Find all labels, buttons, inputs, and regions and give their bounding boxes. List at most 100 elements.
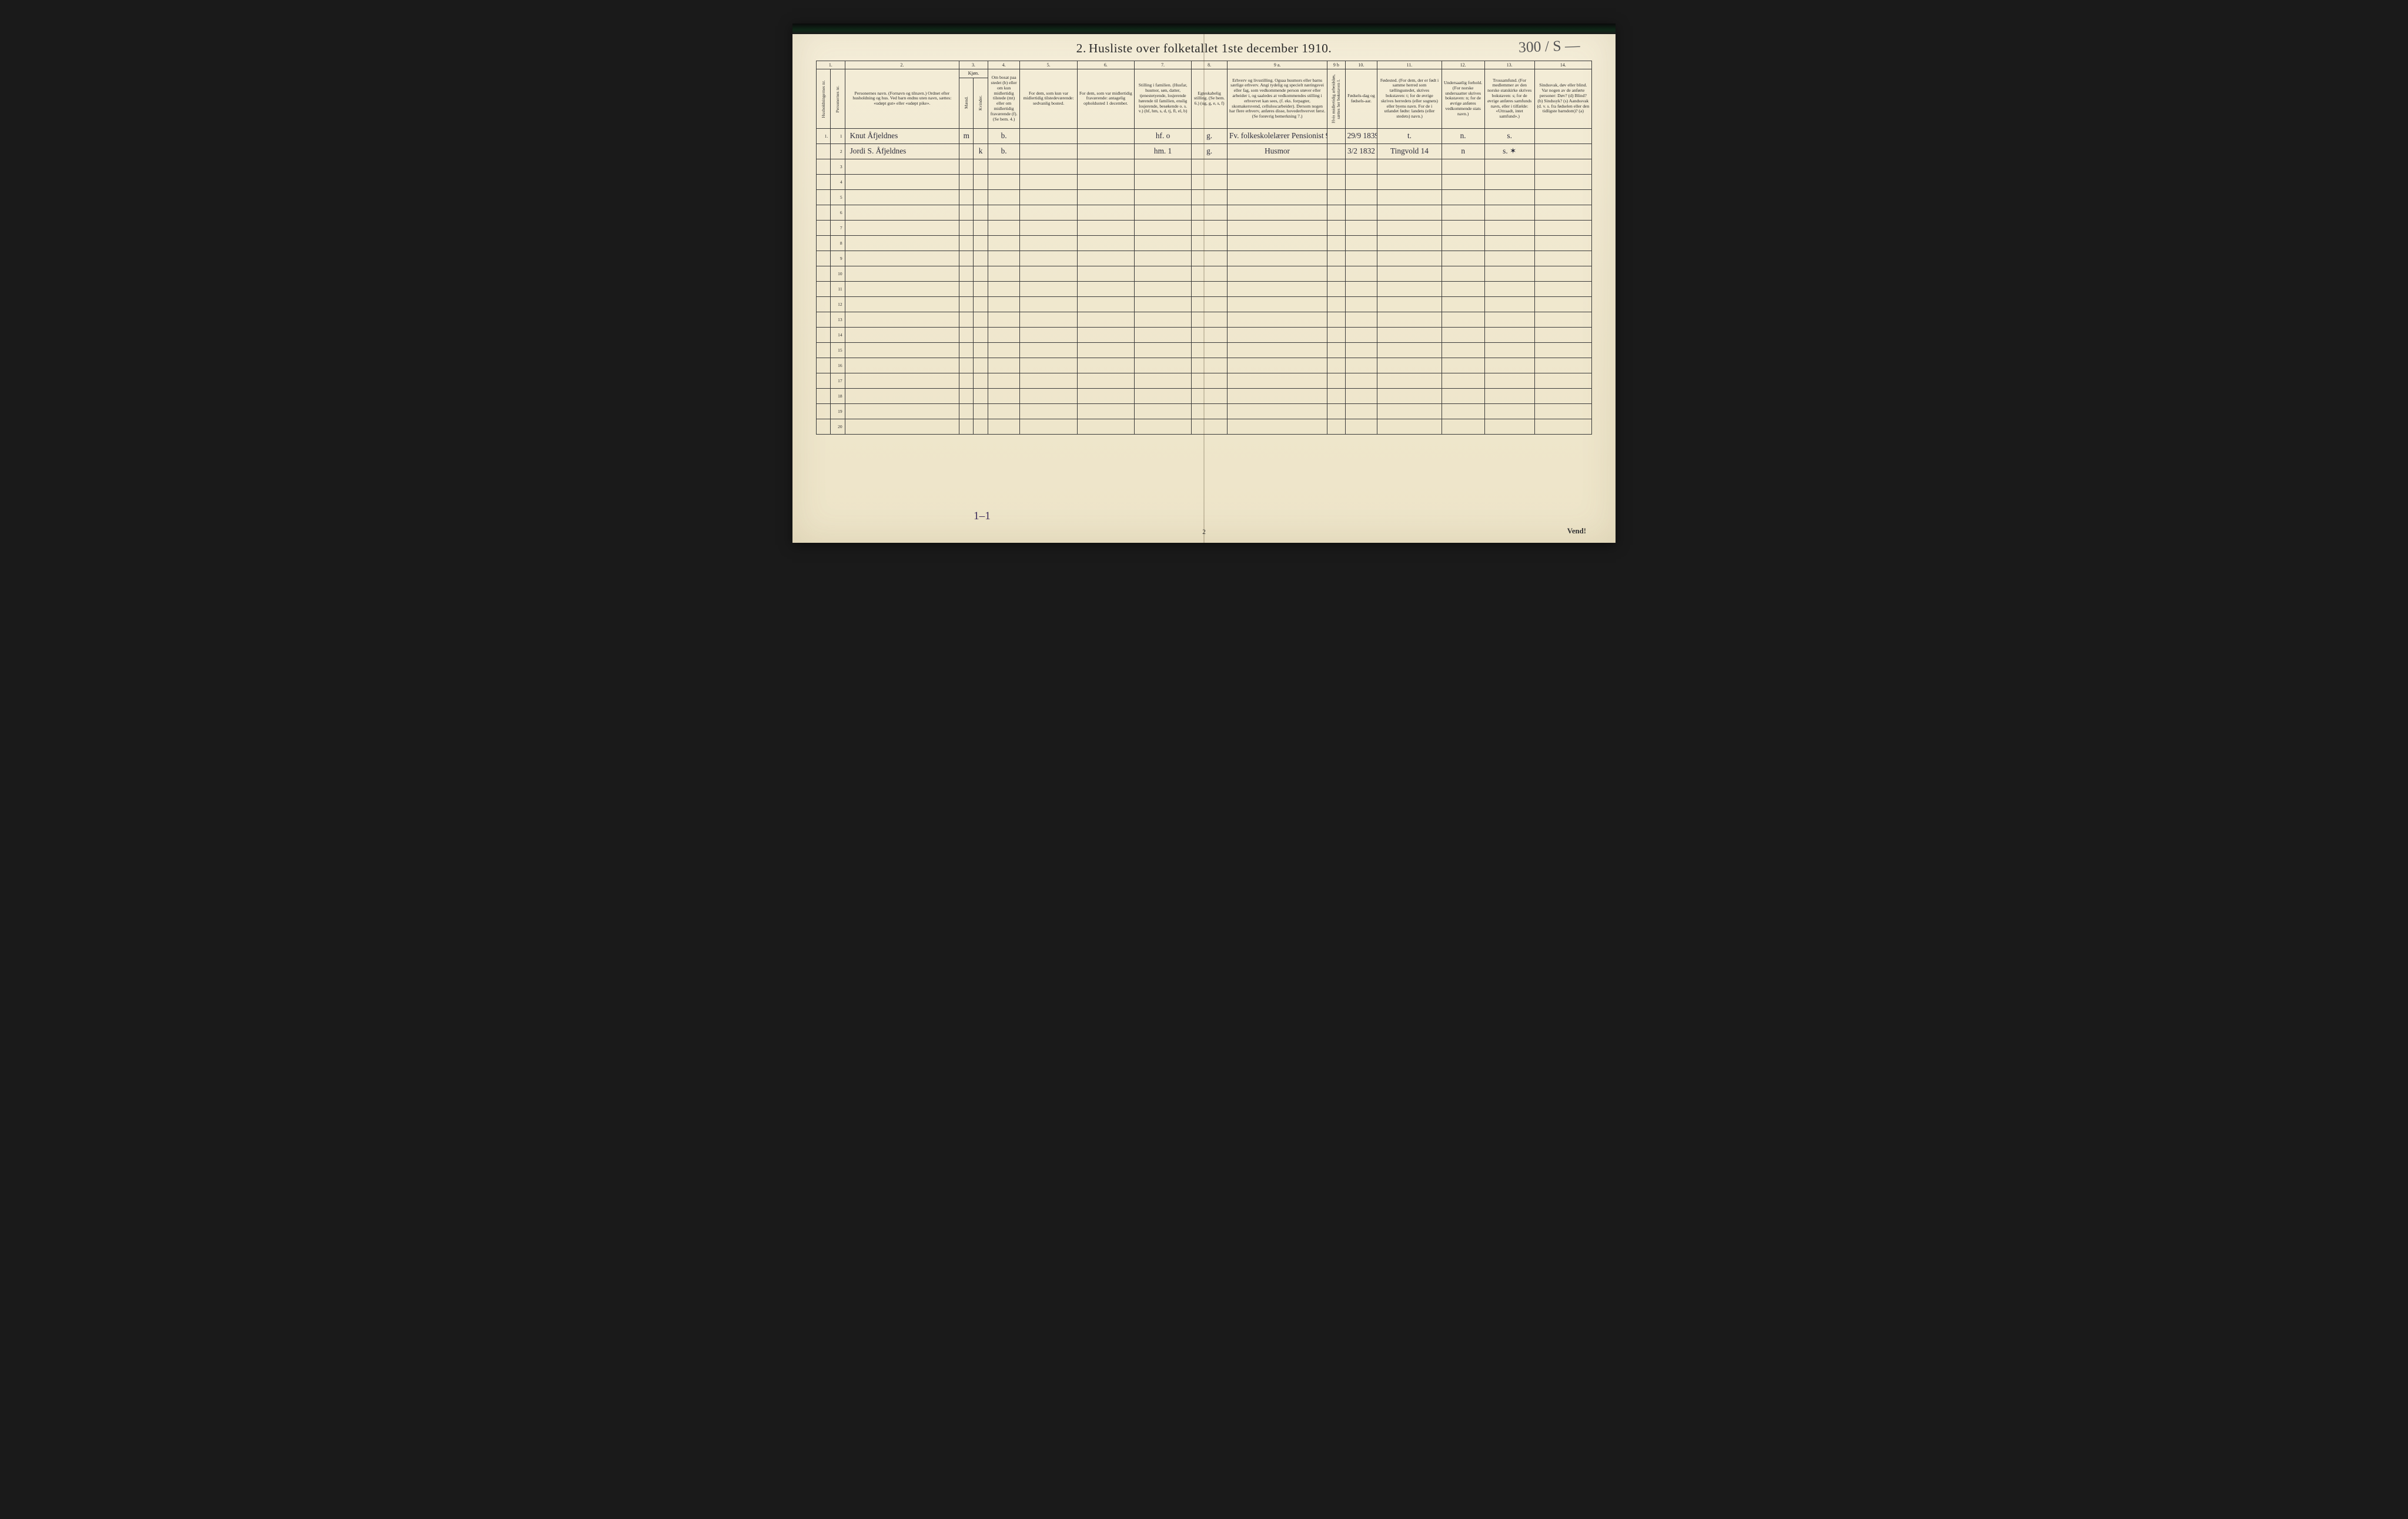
cell-marital <box>1192 235 1228 251</box>
cell-name <box>845 174 959 189</box>
cell-temp-absent <box>1077 159 1134 174</box>
cell-male <box>959 174 974 189</box>
cell-temp-absent <box>1077 128 1134 143</box>
cell-male <box>959 143 974 159</box>
cell-disability <box>1534 312 1591 327</box>
cell-name <box>845 189 959 205</box>
cell-birthdate <box>1345 327 1377 342</box>
cell-occupation <box>1227 403 1327 419</box>
cell-household-nr: 1. <box>817 128 831 143</box>
cell-religion <box>1484 373 1534 388</box>
table-row: 17 <box>817 373 1592 388</box>
cell-name <box>845 205 959 220</box>
footer-turn-over: Vend! <box>1567 527 1586 536</box>
cell-birthdate <box>1345 251 1377 266</box>
cell-female <box>974 327 988 342</box>
table-row: 18 <box>817 388 1592 403</box>
cell-family-position <box>1134 189 1191 205</box>
cell-disability <box>1534 388 1591 403</box>
cell-religion <box>1484 189 1534 205</box>
cell-birthplace <box>1377 266 1442 281</box>
cell-household-nr <box>817 373 831 388</box>
cell-religion <box>1484 358 1534 373</box>
cell-disability <box>1534 205 1591 220</box>
cell-occupation <box>1227 312 1327 327</box>
cell-male <box>959 419 974 434</box>
cell-temp-present <box>1020 296 1077 312</box>
head-family-position: Stilling i familien. (Husfar, husmor, sø… <box>1134 69 1191 129</box>
cell-temp-absent <box>1077 251 1134 266</box>
cell-disability <box>1534 296 1591 312</box>
cell-temp-absent <box>1077 296 1134 312</box>
table-row: 16 <box>817 358 1592 373</box>
cell-religion <box>1484 327 1534 342</box>
cell-female <box>974 251 988 266</box>
cell-birthplace <box>1377 296 1442 312</box>
cell-household-nr <box>817 342 831 358</box>
cell-birthdate <box>1345 281 1377 296</box>
cell-name <box>845 388 959 403</box>
cell-residence <box>988 205 1020 220</box>
cell-nationality <box>1442 373 1484 388</box>
cell-nationality <box>1442 327 1484 342</box>
cell-female <box>974 388 988 403</box>
colnum-7: 7. <box>1134 61 1191 69</box>
cell-disability <box>1534 235 1591 251</box>
colnum-13: 13. <box>1484 61 1534 69</box>
cell-marital <box>1192 266 1228 281</box>
cell-birthplace <box>1377 373 1442 388</box>
cell-household-nr <box>817 403 831 419</box>
cell-family-position <box>1134 419 1191 434</box>
colnum-1: 1. <box>817 61 845 69</box>
cell-occupation <box>1227 235 1327 251</box>
cell-person-nr: 4 <box>831 174 845 189</box>
cell-birthdate <box>1345 159 1377 174</box>
cell-household-nr <box>817 358 831 373</box>
cell-disability <box>1534 403 1591 419</box>
cell-family-position <box>1134 388 1191 403</box>
table-row: 6 <box>817 205 1592 220</box>
table-header: 1. 2. 3. 4. 5. 6. 7. 8. 9 a. 9 b 10. 11.… <box>817 61 1592 129</box>
cell-religion <box>1484 312 1534 327</box>
cell-marital <box>1192 312 1228 327</box>
cell-person-nr: 18 <box>831 388 845 403</box>
cell-birthdate: 29/9 1839 <box>1345 128 1377 143</box>
cell-name <box>845 281 959 296</box>
cell-family-position <box>1134 251 1191 266</box>
cell-occupation <box>1227 174 1327 189</box>
cell-disability <box>1534 419 1591 434</box>
cell-residence <box>988 419 1020 434</box>
cell-family-position <box>1134 235 1191 251</box>
cell-female <box>974 189 988 205</box>
colnum-2: 2. <box>845 61 959 69</box>
cell-unemployed <box>1327 327 1345 342</box>
cell-birthdate <box>1345 373 1377 388</box>
cell-unemployed <box>1327 251 1345 266</box>
cell-residence <box>988 296 1020 312</box>
cell-marital <box>1192 327 1228 342</box>
head-occupation: Erhverv og livsstilling. Ogsaa husmors e… <box>1227 69 1327 129</box>
cell-male <box>959 373 974 388</box>
cell-male <box>959 266 974 281</box>
cell-temp-absent <box>1077 143 1134 159</box>
table-row: 12 <box>817 296 1592 312</box>
cell-birthdate <box>1345 419 1377 434</box>
cell-disability <box>1534 342 1591 358</box>
cell-residence <box>988 220 1020 235</box>
cell-temp-present <box>1020 159 1077 174</box>
cell-name <box>845 358 959 373</box>
cell-family-position <box>1134 327 1191 342</box>
cell-disability <box>1534 220 1591 235</box>
cell-marital <box>1192 251 1228 266</box>
cell-unemployed <box>1327 373 1345 388</box>
head-marital: Egteskabelig stilling. (Se bem. 6.) (ug,… <box>1192 69 1228 129</box>
cell-unemployed <box>1327 312 1345 327</box>
cell-religion <box>1484 266 1534 281</box>
cell-occupation: Husmor <box>1227 143 1327 159</box>
cell-occupation <box>1227 296 1327 312</box>
cell-disability <box>1534 373 1591 388</box>
cell-male <box>959 189 974 205</box>
cell-male <box>959 312 974 327</box>
cell-name: Knut Åfjeldnes <box>845 128 959 143</box>
cell-household-nr <box>817 174 831 189</box>
